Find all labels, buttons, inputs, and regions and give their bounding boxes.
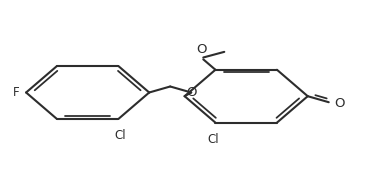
Text: F: F xyxy=(13,86,19,99)
Text: O: O xyxy=(334,97,344,110)
Text: O: O xyxy=(186,86,197,99)
Text: O: O xyxy=(196,43,207,56)
Text: Cl: Cl xyxy=(115,129,126,142)
Text: Cl: Cl xyxy=(208,133,219,146)
